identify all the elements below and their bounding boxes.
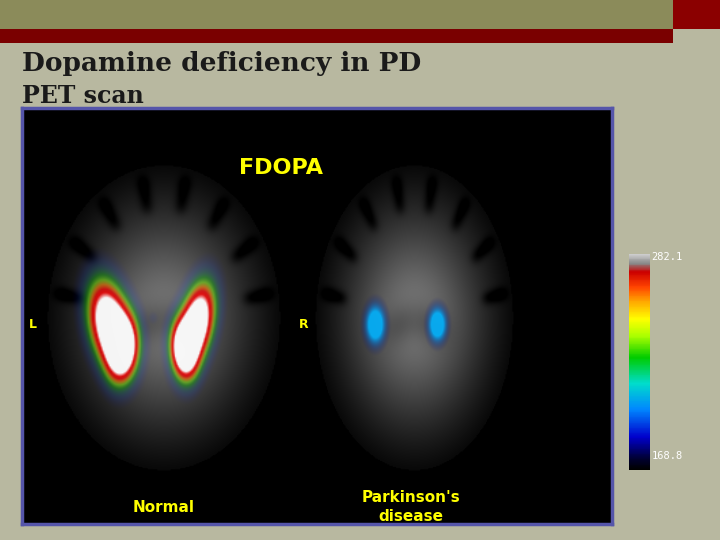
Text: 168.8: 168.8 [652,451,683,461]
Text: 282.1: 282.1 [652,252,683,261]
Text: PET scan: PET scan [22,84,143,107]
Text: Normal: Normal [132,500,194,515]
Text: Parkinson's
disease: Parkinson's disease [362,490,461,524]
Text: Dopamine deficiency in PD: Dopamine deficiency in PD [22,51,421,76]
Text: R: R [299,318,309,330]
Text: L: L [30,318,37,330]
Text: FDOPA: FDOPA [239,158,323,178]
